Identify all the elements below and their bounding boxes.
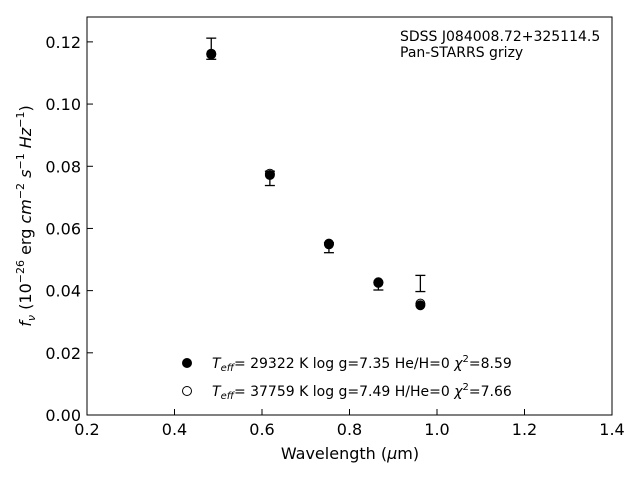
annotation-survey: Pan-STARRS grizy (400, 45, 523, 61)
model-1-point (264, 169, 275, 180)
y-tick-label: 0.04 (45, 282, 81, 301)
annotation: SDSS J084008.72+325114.5 Pan-STARRS griz… (400, 29, 600, 61)
axis-ticks: 0.2 0.4 0.6 0.8 1.0 1.2 1.4 0.00 0.02 0.04 0.06 0.0… (45, 33, 624, 439)
model-1-point (415, 300, 426, 311)
legend-label-model-2: Teff= 37759 K log g=7.49 H/He=0 χ2=7.66 (212, 382, 512, 402)
x-tick-label: 0.8 (337, 420, 362, 439)
data-marks (206, 37, 426, 311)
x-tick-label: 0.6 (249, 420, 274, 439)
model-1-point (323, 239, 334, 250)
annotation-object: SDSS J084008.72+325114.5 (400, 29, 600, 45)
y-tick-label: 0.06 (45, 219, 81, 238)
observed-flux-errorbar (415, 274, 426, 293)
x-tick-label: 0.2 (74, 420, 99, 439)
x-tick-label: 1.2 (512, 420, 537, 439)
model-1-point (206, 49, 217, 60)
legend-marker-open (182, 386, 192, 396)
y-tick-label: 0.02 (45, 344, 81, 363)
y-axis-label: fν (10−26 erg cm−2 s−1 Hz−1) (14, 105, 38, 326)
x-tick-label: 0.4 (162, 420, 187, 439)
model-1-point (373, 277, 384, 288)
y-tick-label: 0.00 (45, 406, 81, 425)
x-tick-label: 1.4 (599, 420, 624, 439)
y-tick-label: 0.12 (45, 33, 81, 52)
y-tick-label: 0.10 (45, 95, 81, 114)
y-tick-label: 0.08 (45, 157, 81, 176)
legend: Teff= 29322 K log g=7.35 He/H=0 χ2=8.59 … (182, 354, 512, 402)
x-tick-label: 1.0 (424, 420, 449, 439)
legend-label-model-1: Teff= 29322 K log g=7.35 He/H=0 χ2=8.59 (212, 354, 512, 374)
x-axis-label: Wavelength (μm) (281, 444, 419, 463)
legend-marker-filled (182, 358, 192, 368)
